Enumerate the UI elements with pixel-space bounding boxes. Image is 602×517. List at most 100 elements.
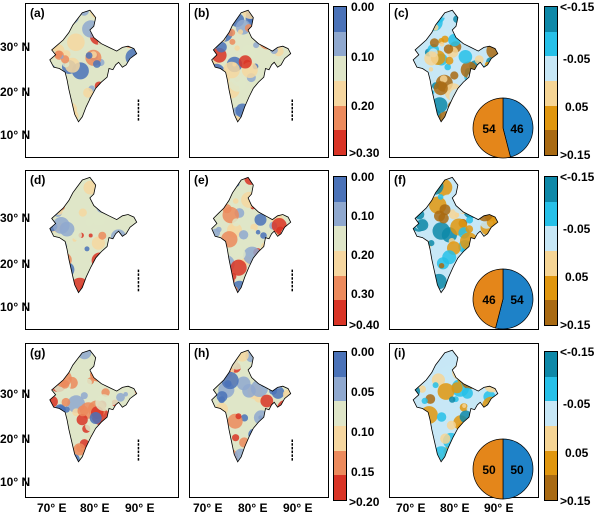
panel-label-i: (i) xyxy=(394,346,406,360)
map-panel-e: (e) xyxy=(189,170,329,330)
colorbar-segment-4 xyxy=(545,275,557,301)
map-panel-f: (f) xyxy=(389,170,539,330)
cbar2-seq-label-2: 0.20 xyxy=(351,248,375,262)
colorbar-segment-1 xyxy=(545,31,557,57)
lat-label-30n-row2: 30° N xyxy=(0,211,31,225)
panel-label-h: (h) xyxy=(194,346,210,360)
lon-label-90e-col3: 90° E xyxy=(484,501,514,515)
india-outline xyxy=(49,176,138,294)
pie-slice-left xyxy=(472,97,511,159)
island-mark xyxy=(137,458,140,461)
lon-label-80e-col2: 80° E xyxy=(238,501,268,515)
cbar2-seq-label-1: 0.10 xyxy=(351,209,375,223)
colorbar-segment-5 xyxy=(334,130,346,155)
cbar1-seq-label-3: >0.30 xyxy=(349,146,380,160)
india-map-h xyxy=(211,349,293,463)
colorbar-segment-1 xyxy=(334,31,346,57)
map-panel-i: (i) xyxy=(389,343,539,498)
colorbar-segment-5 xyxy=(334,300,346,325)
pie-label-right: 46 xyxy=(510,122,524,136)
cbar1-seq-label-1: 0.10 xyxy=(351,50,375,64)
cbar2-div-label-0: <-0.15 xyxy=(560,170,595,184)
colorbar-segment-2 xyxy=(545,56,557,81)
colorbar-segment-0 xyxy=(334,177,346,202)
lat-label-20n-row1: 20° N xyxy=(0,85,31,99)
island-mark xyxy=(137,281,140,284)
panel-label-g: (g) xyxy=(30,346,46,360)
cbar3-div-label-3: >0.15 xyxy=(560,494,591,508)
colorbar-segment-4 xyxy=(334,450,346,476)
island-mark xyxy=(291,439,293,442)
pie-slice-left xyxy=(472,268,504,329)
colorbar-segment-0 xyxy=(545,352,557,377)
colorbar-segment-5 xyxy=(545,300,557,325)
cbar3-seq-label-2: 0.10 xyxy=(351,425,375,439)
map-panel-g: (g) xyxy=(25,343,179,498)
island-mark xyxy=(291,458,293,461)
island-mark xyxy=(291,106,293,110)
india-outline xyxy=(412,176,499,294)
island-mark xyxy=(137,114,140,117)
colorbar-segment-2 xyxy=(334,226,346,251)
india-outline xyxy=(211,349,292,463)
panel-label-d: (d) xyxy=(30,173,46,187)
colorbar-row3-div xyxy=(544,351,558,501)
island-mark xyxy=(291,443,293,446)
colorbar-segment-3 xyxy=(334,425,346,451)
island-mark xyxy=(137,110,140,114)
colorbar-segment-1 xyxy=(334,201,346,227)
island-mark xyxy=(291,273,293,276)
colorbar-row2-div xyxy=(544,176,558,326)
island-mark xyxy=(291,450,293,454)
island-mark xyxy=(137,450,140,454)
pie-label-right: 50 xyxy=(510,463,524,477)
pie-slice-right xyxy=(502,438,534,500)
island-mark xyxy=(291,114,293,117)
lat-label-10n-row1: 10° N xyxy=(0,128,31,142)
cbar3-div-label-1: -0.05 xyxy=(563,397,591,411)
island-mark xyxy=(137,269,140,273)
cbar2-seq-label-3: 0.30 xyxy=(351,287,375,301)
colorbar-segment-0 xyxy=(334,352,346,377)
india-map-a xyxy=(49,9,140,123)
lon-label-70e-col3: 70° E xyxy=(396,501,426,515)
map-panel-b: (b) xyxy=(189,3,329,158)
india-outline xyxy=(49,349,138,463)
cbar3-seq-label-4: >0.20 xyxy=(349,495,380,509)
island-mark xyxy=(291,110,293,114)
india-outline xyxy=(412,9,499,123)
colorbar-segment-0 xyxy=(334,7,346,32)
pie-label-left: 54 xyxy=(482,122,496,136)
island-mark xyxy=(291,103,293,106)
island-mark xyxy=(291,454,293,457)
island-mark xyxy=(137,106,140,110)
colorbar-segment-5 xyxy=(545,130,557,155)
island-mark xyxy=(291,118,293,121)
colorbar-segment-4 xyxy=(545,450,557,476)
colorbar-segment-4 xyxy=(334,105,346,131)
india-outline xyxy=(49,9,138,123)
colorbar-segment-3 xyxy=(545,250,557,276)
india-map-b xyxy=(211,9,293,123)
lat-label-20n-row2: 20° N xyxy=(0,257,31,271)
cbar3-div-label-0: <-0.15 xyxy=(560,345,595,359)
lon-label-70e-col1: 70° E xyxy=(37,501,67,515)
island-mark xyxy=(137,103,140,106)
island-mark xyxy=(137,273,140,276)
colorbar-segment-5 xyxy=(545,475,557,500)
colorbar-segment-0 xyxy=(545,177,557,202)
colorbar-segment-4 xyxy=(334,275,346,301)
island-mark xyxy=(137,99,140,102)
panel-label-e: (e) xyxy=(194,173,209,187)
colorbar-segment-3 xyxy=(334,250,346,276)
island-mark xyxy=(137,284,140,288)
panel-label-c: (c) xyxy=(394,6,409,20)
lon-label-70e-col2: 70° E xyxy=(193,501,223,515)
map-panel-h: (h) xyxy=(189,343,329,498)
cbar3-seq-label-3: 0.15 xyxy=(351,465,375,479)
india-outline xyxy=(211,9,292,123)
island-mark xyxy=(291,446,293,450)
lat-label-30n-row3: 30° N xyxy=(0,387,31,401)
cbar1-div-label-1: -0.05 xyxy=(563,52,591,66)
cbar2-seq-label-0: 0.00 xyxy=(351,170,375,184)
